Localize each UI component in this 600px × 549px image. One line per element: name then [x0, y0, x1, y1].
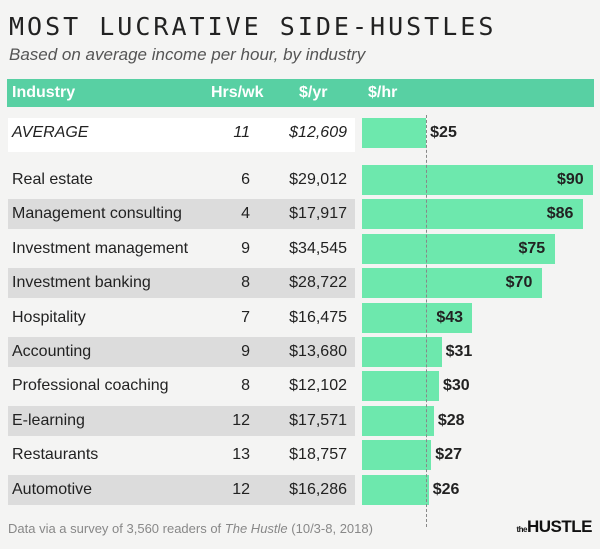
row-industry: Investment banking [12, 274, 151, 292]
bar-label: $25 [430, 124, 457, 141]
row-industry: Management consulting [12, 205, 182, 223]
table-row: Hospitality 7 $16,475 [8, 303, 355, 333]
table-row: Professional coaching 8 $12,102 [8, 371, 355, 401]
footer-source: The Hustle [224, 521, 288, 536]
row-yr: $28,722 [289, 274, 347, 292]
bar [362, 302, 473, 333]
row-yr: $16,286 [289, 480, 347, 498]
bar-label: $28 [437, 411, 465, 429]
table-row: Investment banking 8 $28,722 [8, 268, 355, 299]
bar [362, 268, 542, 299]
col-yr: $/yr [299, 84, 328, 101]
row-industry: Accounting [12, 343, 92, 360]
footer-text: Data via a survey of 3,560 readers of [8, 521, 225, 536]
row-industry: Professional coaching [12, 377, 169, 395]
chart-subtitle: Based on average income per hour, by ind… [9, 45, 366, 64]
row-industry: Restaurants [12, 446, 99, 464]
row-yr: $34,545 [289, 239, 347, 257]
row-yr: $13,680 [289, 343, 347, 360]
table-row: Management consulting 4 $17,917 [8, 199, 355, 230]
row-hrs: 9 [241, 343, 250, 360]
row-yr: $29,012 [289, 171, 347, 188]
bar-label: $31 [445, 343, 473, 360]
row-industry: Hospitality [12, 308, 86, 326]
row-hrs: 12 [232, 411, 250, 429]
footer-date: (10/3-8, 2018) [287, 521, 373, 536]
table-header: Industry Hrs/wk $/yr $/hr [7, 79, 594, 107]
table-row: Automotive 12 $16,286 [8, 474, 355, 505]
bar-label: $86 [546, 205, 574, 223]
average-line [426, 115, 427, 527]
bar [362, 165, 593, 195]
table-row: Accounting 9 $13,680 [8, 337, 355, 367]
row-yr: $12,609 [289, 124, 347, 141]
row-industry: Real estate [12, 171, 93, 188]
row-industry: E-learning [12, 411, 85, 429]
bar-label: $26 [432, 480, 460, 498]
row-hrs: 6 [241, 171, 250, 188]
table-row: AVERAGE 11 $12,609 [8, 118, 355, 152]
footer-note: Data via a survey of 3,560 readers of Th… [8, 521, 373, 536]
col-hrs: Hrs/wk [211, 84, 264, 101]
row-yr: $16,475 [289, 308, 347, 326]
row-hrs: 12 [232, 480, 250, 498]
row-hrs: 13 [232, 446, 250, 464]
bar-label: $30 [443, 377, 470, 395]
row-hrs: 8 [241, 377, 250, 395]
chart-title: MOST LUCRATIVE SIDE-HUSTLES [9, 12, 497, 41]
row-yr: $18,757 [289, 446, 347, 464]
row-hrs: 4 [241, 205, 250, 223]
bar-label: $70 [505, 274, 533, 292]
bar [362, 199, 583, 230]
bar-label: $43 [436, 308, 464, 326]
table-row: E-learning 12 $17,571 [8, 405, 355, 436]
row-hrs: 9 [241, 239, 250, 257]
row-industry: AVERAGE [12, 124, 89, 141]
row-yr: $17,571 [289, 411, 347, 429]
row-industry: Automotive [12, 480, 93, 498]
row-hrs: 11 [233, 124, 250, 141]
col-hr: $/hr [368, 84, 398, 101]
col-industry: Industry [12, 84, 76, 101]
bar [362, 371, 439, 402]
row-industry: Investment management [12, 239, 189, 257]
bar [362, 233, 555, 264]
table-row: Real estate 6 $29,012 [8, 165, 355, 195]
table-row: Investment management 9 $34,545 [8, 234, 355, 264]
bar-label: $90 [557, 171, 584, 188]
row-yr: $12,102 [289, 377, 347, 395]
bar-label: $27 [435, 446, 462, 464]
bar [362, 440, 432, 471]
row-hrs: 7 [241, 308, 250, 326]
bar [362, 474, 429, 505]
row-hrs: 8 [241, 274, 250, 292]
bar [362, 337, 442, 367]
row-yr: $17,917 [289, 205, 347, 223]
the-hustle-logo: theHUSTLE [516, 517, 593, 536]
bar-label: $75 [518, 239, 546, 257]
table-row: Restaurants 13 $18,757 [8, 440, 355, 470]
bar [362, 118, 427, 148]
bar [362, 405, 434, 436]
